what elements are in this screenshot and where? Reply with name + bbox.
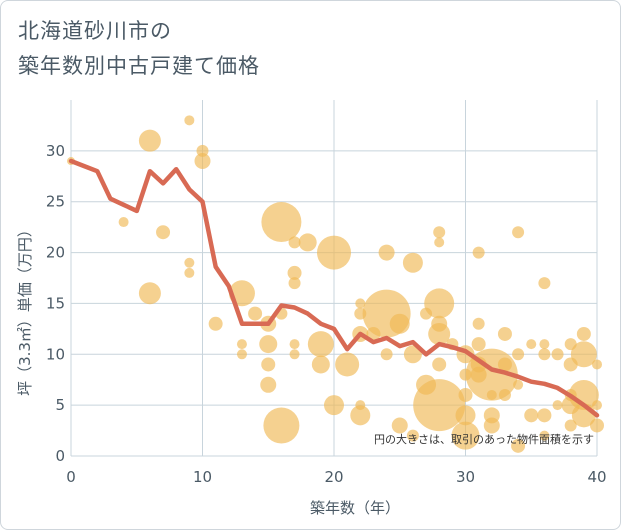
y-tick-label: 25 [46, 193, 65, 211]
bubble-point [539, 339, 550, 350]
x-axis-label: 築年数（年） [310, 499, 400, 517]
bubble-point [524, 408, 539, 423]
bubble-point [298, 233, 317, 252]
x-tick-label: 30 [456, 468, 475, 486]
bubble-point [458, 387, 473, 402]
x-tick-label: 10 [193, 468, 212, 486]
bubble-point [389, 313, 410, 334]
bubble-point [551, 348, 564, 361]
y-tick-label: 5 [55, 396, 65, 414]
bubble-point [576, 326, 591, 341]
bubble-point [236, 349, 247, 360]
bubble-point [378, 244, 395, 261]
bubble-point [483, 417, 500, 434]
bubble-point [138, 282, 161, 305]
bubble-point [350, 405, 371, 426]
trend-line-series [68, 158, 600, 418]
bubble-point [184, 115, 195, 126]
bubble-point [413, 379, 466, 432]
x-tick-label: 40 [587, 468, 606, 486]
bubble-point [486, 389, 497, 400]
bubble-point [288, 236, 301, 249]
bubble-point [498, 388, 511, 401]
bubble-point [208, 316, 223, 331]
bubble-point [317, 235, 351, 270]
bubble-point [138, 129, 161, 152]
bubble-point [552, 400, 563, 411]
bubble-point [538, 277, 551, 290]
bubble-point [471, 337, 486, 352]
x-tick-label: 20 [324, 468, 343, 486]
bubble-point [391, 417, 408, 434]
bubble-point [289, 339, 300, 350]
bubble-point [433, 226, 446, 239]
bubble-point [512, 348, 525, 361]
x-tick-label: 0 [66, 468, 76, 486]
y-tick-label: 10 [46, 345, 65, 363]
bubble-point [538, 348, 551, 361]
bubble-point [118, 217, 129, 228]
bubble-point [497, 357, 512, 372]
bubble-point [261, 202, 302, 243]
bubble-point [537, 408, 552, 423]
bubble-point [432, 357, 447, 372]
bubble-point [455, 405, 476, 426]
bubble-point [260, 376, 277, 393]
bubble-point [511, 438, 526, 453]
y-tick-label: 0 [55, 447, 65, 465]
y-axis-label: 坪（3.3㎡）単価（万円） [16, 222, 34, 396]
tick-labels: 0 10 20 30 40 0 5 10 15 20 25 30 [46, 142, 607, 486]
bubble-point [428, 322, 451, 345]
bubble-point [288, 277, 301, 290]
bubble-point [592, 359, 602, 370]
bubble-point [184, 257, 195, 268]
bubble-point [539, 430, 550, 441]
bubble-point [570, 341, 597, 368]
bubble-point [590, 418, 604, 433]
bubble-point [248, 306, 263, 321]
bubble-point [156, 225, 171, 240]
bubble-point [335, 352, 360, 377]
bubble-point [451, 421, 480, 450]
bubble-point [403, 345, 422, 364]
bubble-point [424, 288, 455, 319]
bubble-point [472, 317, 485, 330]
bubble-point [194, 153, 211, 170]
bubble-point [512, 226, 525, 239]
bubble-point [526, 339, 537, 350]
bubble-point [434, 237, 445, 248]
bubble-point [406, 429, 419, 442]
bubble-point [380, 348, 393, 361]
bubble-point [261, 357, 276, 372]
bubble-point [184, 267, 195, 278]
chart-title: 北海道砂川市の 築年数別中古戸建て価格 [18, 19, 260, 78]
gridlines [70, 100, 598, 457]
bubble-point [324, 395, 344, 416]
bubble-point [287, 265, 302, 280]
bubble-point [497, 326, 512, 341]
y-tick-label: 20 [46, 244, 65, 262]
bubble-point [263, 407, 300, 444]
bubble-point [355, 298, 366, 309]
bubble-point [307, 331, 334, 358]
y-tick-label: 15 [46, 294, 65, 312]
bubble-point [513, 379, 524, 390]
bubble-series [67, 115, 604, 453]
bubble-point [564, 419, 577, 432]
bubble-point [402, 252, 423, 273]
bubble-point [289, 349, 300, 360]
bubble-point [259, 335, 278, 354]
bubble-size-note: 円の大きさは、取引のあった物件面積を示す [374, 432, 594, 446]
average-price-line [68, 158, 600, 418]
y-tick-label: 30 [46, 142, 65, 160]
bubble-point [236, 339, 247, 350]
bubble-point [472, 246, 485, 259]
bubble-point [592, 400, 602, 411]
bubble-point [311, 355, 330, 374]
